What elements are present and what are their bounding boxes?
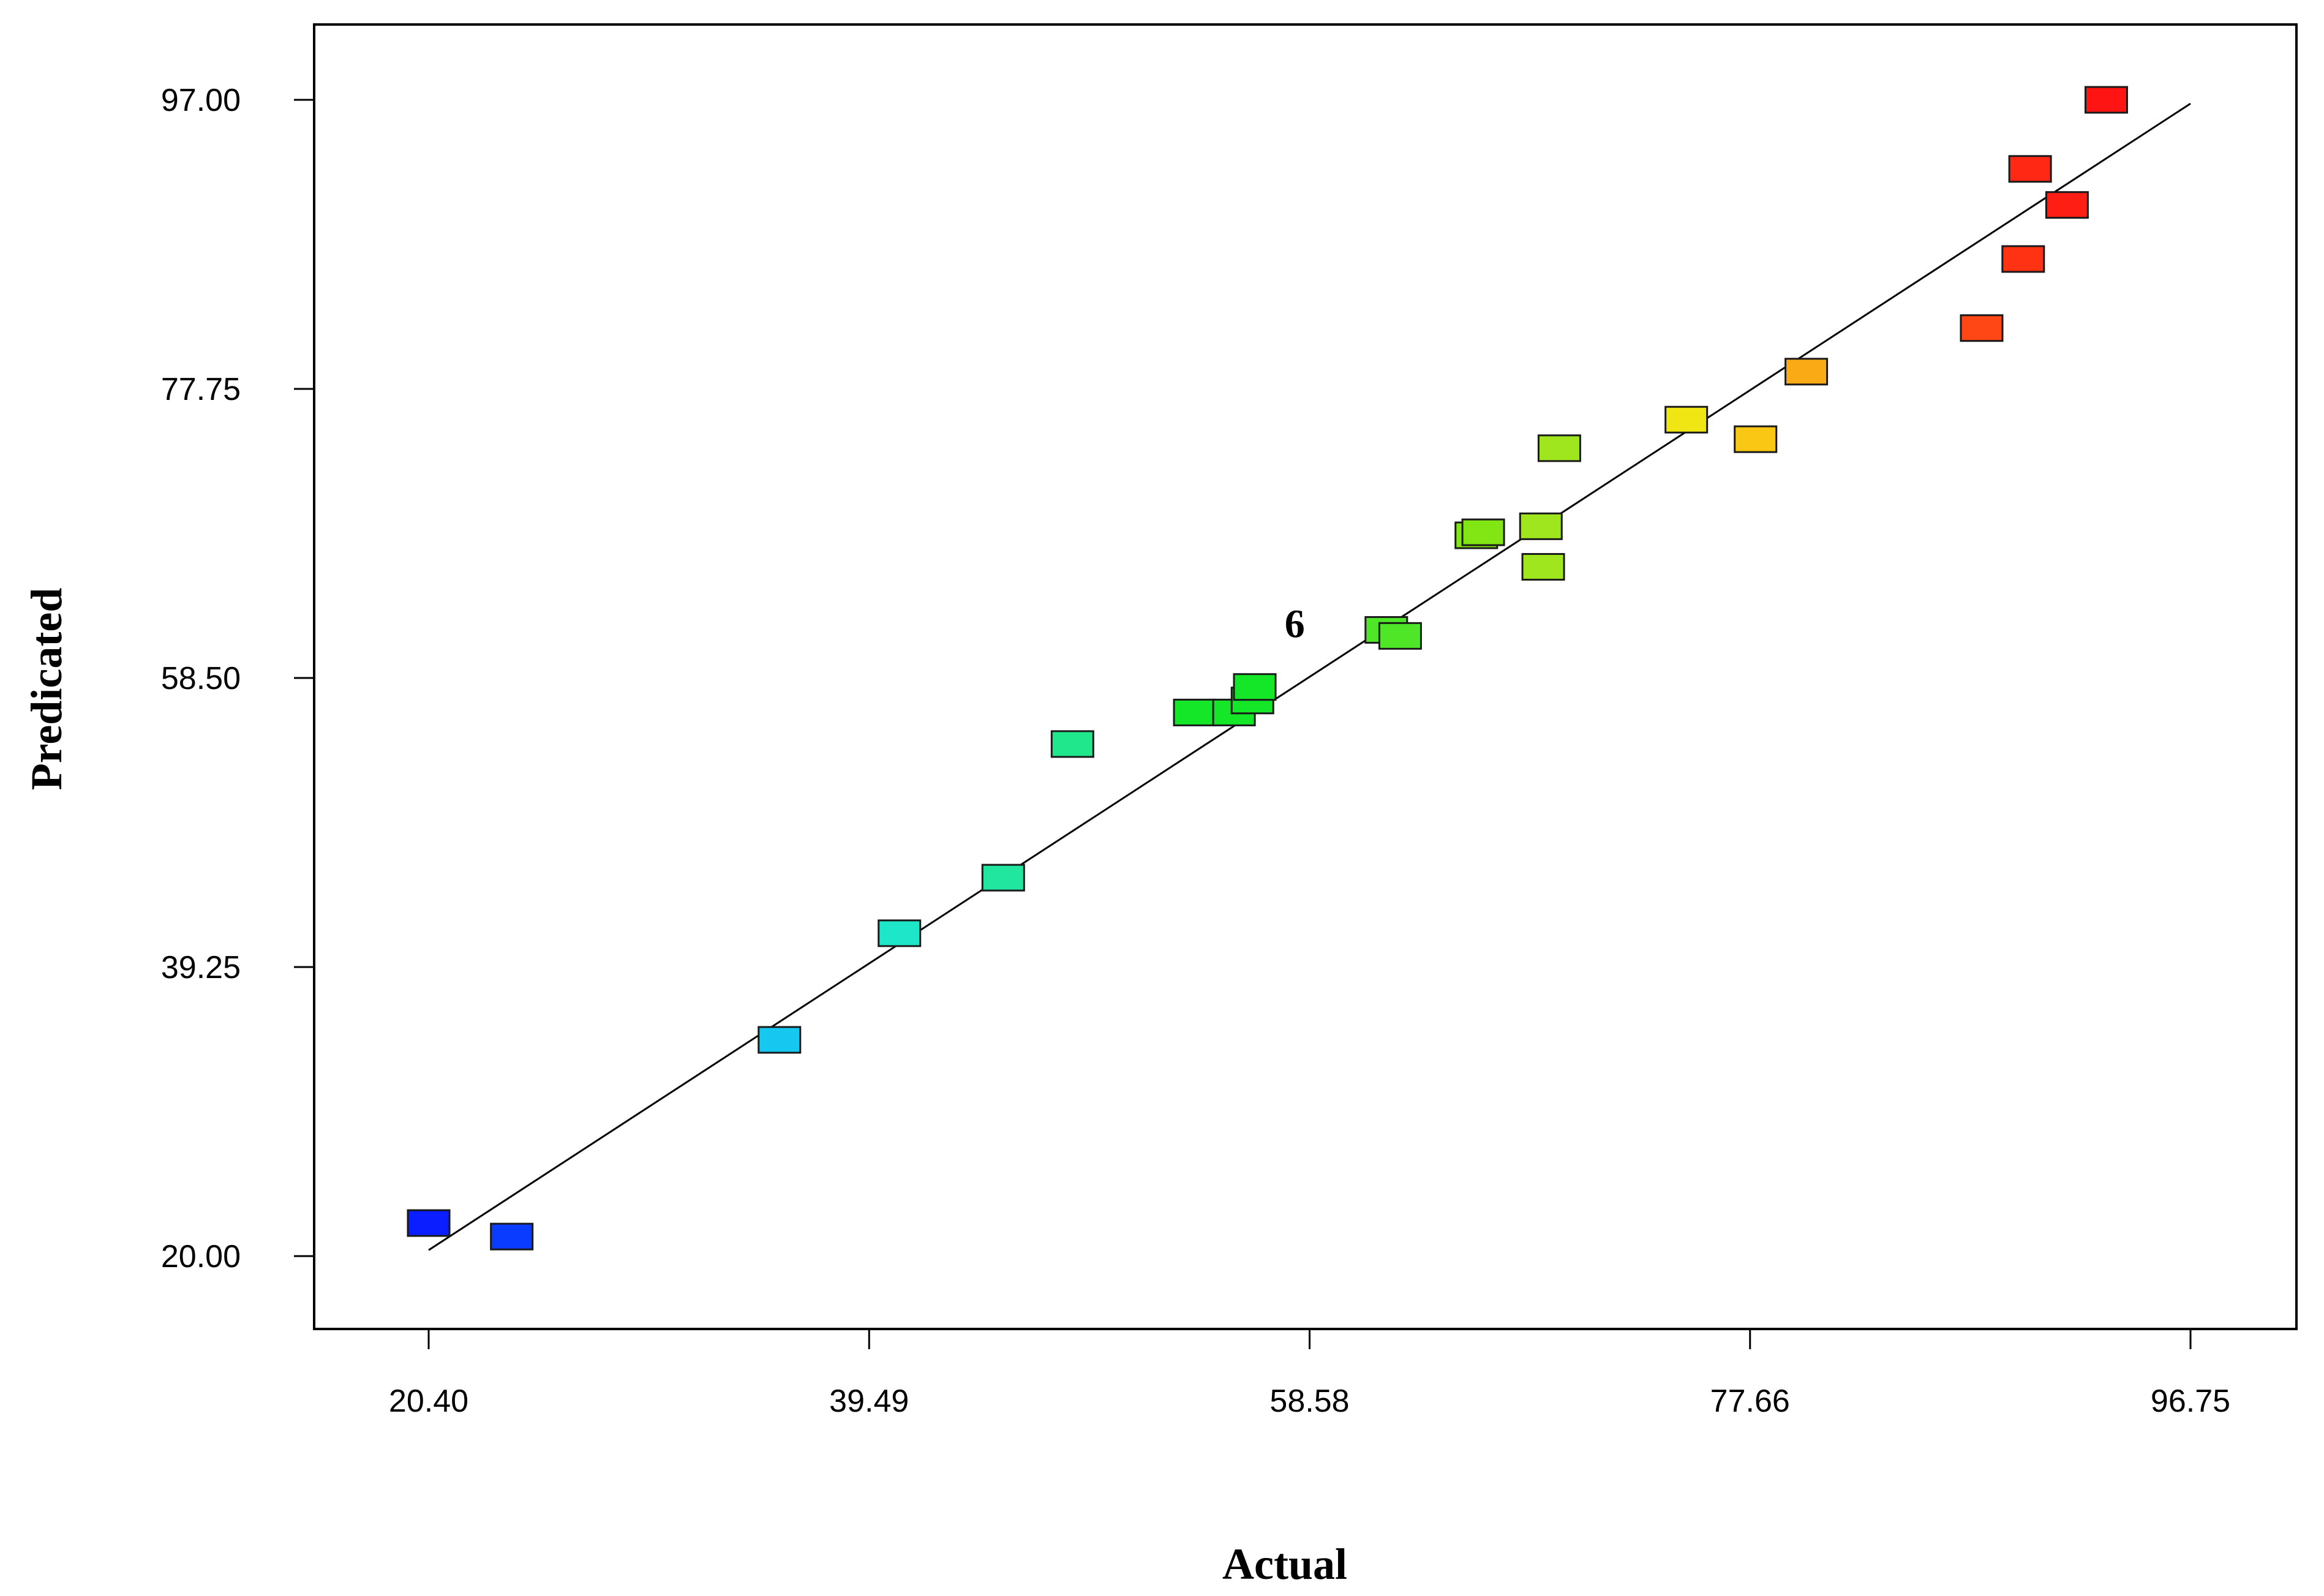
x-tick-label: 96.75 [2151, 1383, 2230, 1419]
data-point-25 [2084, 86, 2128, 114]
data-point-19 [1734, 425, 1778, 453]
data-point-15 [1519, 512, 1563, 540]
data-point-4 [878, 919, 922, 947]
plot-frame [313, 23, 2298, 1330]
data-point-6 [1050, 730, 1094, 758]
data-point-5 [981, 864, 1025, 892]
y-tick-label: 77.75 [161, 372, 241, 407]
x-tick-label: 20.40 [389, 1383, 468, 1419]
x-tick-label: 77.66 [1710, 1383, 1790, 1419]
data-point-1 [407, 1209, 451, 1237]
data-point-12 [1378, 622, 1422, 650]
x-axis: 20.40 39.49 58.58 77.66 96.75 [389, 1329, 2230, 1419]
y-tick-label: 20.00 [161, 1239, 241, 1274]
annotations-layer: 6 [1285, 602, 1305, 647]
data-point-22 [2001, 245, 2045, 273]
x-axis-title: Actual [1222, 1540, 1347, 1589]
point-count-annotation: 6 [1285, 602, 1305, 647]
data-point-10 [1233, 673, 1277, 701]
data-point-16 [1521, 553, 1565, 581]
data-point-7 [1173, 698, 1217, 726]
reference-line [428, 102, 2191, 1251]
x-tick-label: 39.49 [829, 1383, 909, 1419]
data-point-2 [490, 1222, 534, 1251]
data-point-14 [1461, 518, 1505, 546]
data-point-20 [1784, 358, 1829, 386]
y-axis: 20.00 39.25 58.50 77.75 97.00 [161, 83, 314, 1274]
reference-line-layer [428, 102, 2191, 1251]
data-point-24 [2045, 191, 2089, 219]
data-point-23 [2008, 155, 2052, 183]
data-point-18 [1664, 405, 1709, 434]
data-point-3 [758, 1026, 802, 1054]
data-point-17 [1537, 434, 1581, 462]
y-tick-label: 39.25 [161, 950, 241, 985]
x-tick-label: 58.58 [1269, 1383, 1349, 1419]
y-tick-label: 97.00 [161, 83, 241, 118]
y-axis-title: Predicated [22, 588, 71, 791]
data-point-21 [1960, 314, 2004, 342]
points-layer [407, 86, 2128, 1251]
y-tick-label: 58.50 [161, 661, 241, 696]
